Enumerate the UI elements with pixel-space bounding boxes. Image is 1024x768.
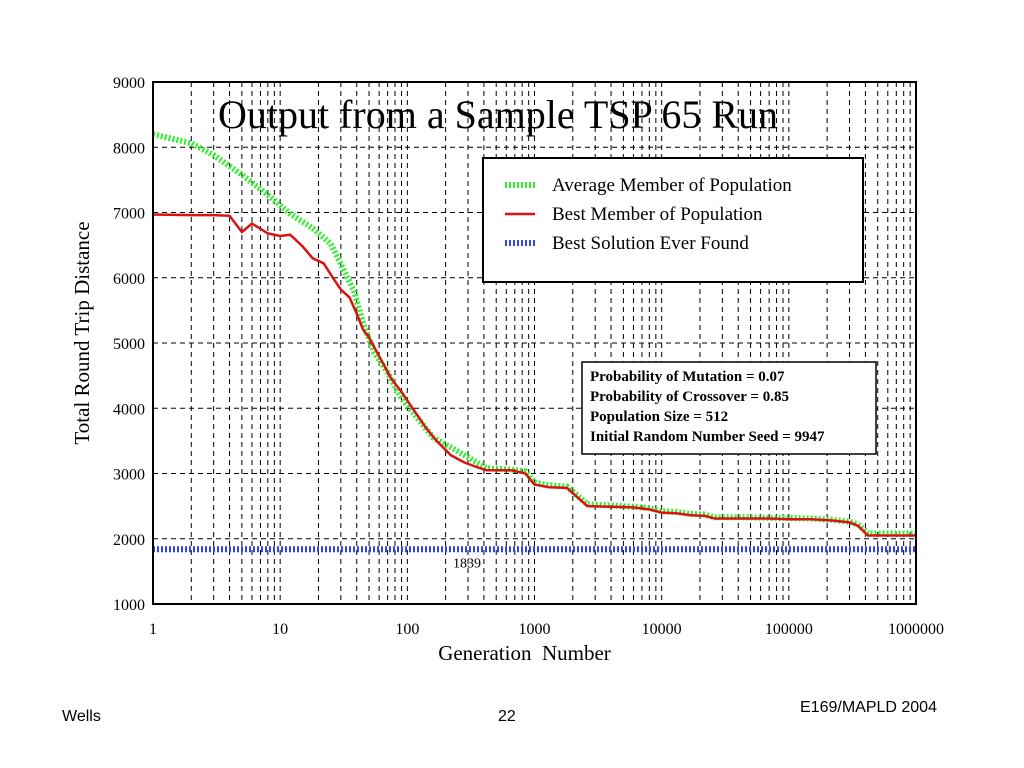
chart-title: Output from a Sample TSP 65 Run [218,92,778,137]
y-tick-label: 8000 [113,140,145,157]
footer-author: Wells [62,708,101,725]
footer-course: E169/MAPLD 2004 [800,699,937,716]
legend-label-best-ever: Best Solution Ever Found [552,233,749,254]
legend-box [482,157,864,283]
y-tick-label: 3000 [113,467,145,484]
y-tick-label: 1000 [113,597,145,614]
param-seed: Initial Random Number Seed = 9947 [590,429,825,445]
parameters-box-frame [581,361,877,455]
plot-frame [152,81,917,605]
series-lines [152,131,916,553]
footer-page-number: 22 [498,708,516,725]
x-tick-label: 10 [272,621,288,638]
param-mutation: Probability of Mutation = 0.07 [590,369,785,385]
legend-label-average: Average Member of Population [552,175,792,196]
series-line-best [152,213,916,537]
y-tick-label: 6000 [113,271,145,288]
x-tick-label: 10000 [642,621,682,638]
y-tick-label: 9000 [113,75,145,92]
x-tick-label: 1000000 [888,621,944,638]
y-tick-label: 2000 [113,532,145,549]
y-axis-label: Total Round Trip Distance [70,221,94,444]
parameters-box: Probability of Mutation = 0.07 Probabili… [581,361,877,455]
y-tick-label: 7000 [113,206,145,223]
best-value-label: 1839 [453,556,481,571]
tick-labels: 1 10 100 1000 10000 100000 1000000 1000 2000 3000… [113,75,944,638]
param-crossover: Probability of Crossover = 0.85 [590,389,789,405]
param-population: Population Size = 512 [590,409,728,425]
legend-label-best: Best Member of Population [552,204,763,225]
x-tick-label: 1 [149,621,157,638]
x-tick-label: 1000 [519,621,551,638]
y-tick-label: 5000 [113,336,145,353]
y-tick-label: 4000 [113,401,145,418]
x-tick-label: 100000 [765,621,813,638]
legend: Average Member of Population Best Member… [482,157,864,283]
x-axis-label: Generation Number [438,641,611,665]
x-tick-label: 100 [395,621,419,638]
